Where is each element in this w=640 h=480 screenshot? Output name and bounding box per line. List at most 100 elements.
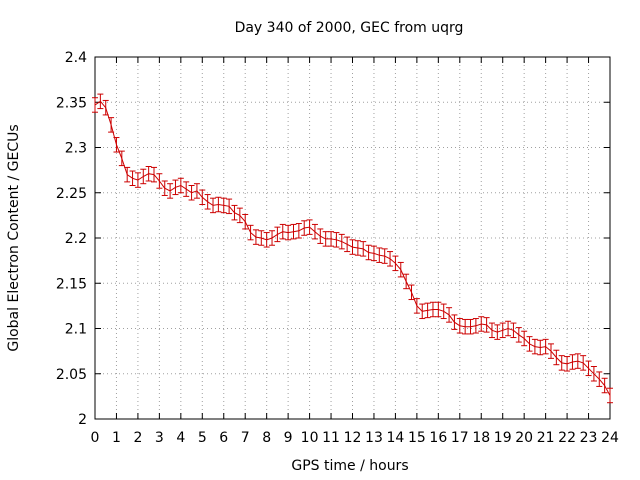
chart-title: Day 340 of 2000, GEC from uqrg [235,20,464,36]
error-bar [590,366,597,382]
error-bar [247,224,254,241]
error-bar [172,179,179,196]
error-bar [424,302,431,319]
error-bar [263,232,270,248]
y-tick-label: 2.1 [65,322,87,338]
error-bar [392,255,399,272]
error-bar [295,223,302,239]
y-tick-label: 2.2 [65,231,87,247]
grid [95,57,610,419]
error-bar [236,207,243,224]
error-bar [129,170,136,187]
y-tick-label: 2.35 [56,95,87,111]
x-tick-label: 23 [580,430,598,446]
error-bar [108,117,115,133]
error-bar [607,387,613,404]
error-bar [547,343,554,359]
error-bar [494,324,501,340]
error-bar [574,353,581,369]
error-bar [317,228,324,244]
y-tick-label: 2.4 [65,50,87,66]
x-axis-label: GPS time / hours [291,458,408,474]
error-bar [537,339,544,356]
error-bar [252,229,259,245]
error-bar [226,198,233,215]
error-bar [376,247,383,263]
error-bar [526,336,533,352]
error-bar [134,172,141,188]
error-bar [161,180,168,196]
error-bar [193,183,200,199]
error-bar [580,355,587,371]
error-bar [183,181,190,197]
x-tick-label: 2 [133,430,142,446]
error-bar [370,245,377,262]
error-bar [156,173,163,189]
error-bar [344,236,351,253]
y-tick-label: 2 [78,412,87,428]
error-bar [231,204,238,221]
error-bar [145,166,152,182]
x-tick-label: 22 [558,430,576,446]
error-bar [558,355,565,371]
error-bar [467,318,474,335]
x-tick-label: 14 [387,430,405,446]
error-bar [269,230,276,246]
error-bar [472,318,479,334]
error-bar [601,377,608,394]
error-bar [510,322,517,339]
error-bar [151,166,158,183]
x-tick-label: 15 [408,430,426,446]
error-bar [499,322,506,339]
error-bar [311,223,318,240]
error-bar [285,224,292,241]
error-bar [242,213,249,230]
error-bar [338,233,345,250]
error-bar [167,183,174,199]
error-bar [220,197,227,214]
error-bar [188,185,195,201]
x-tick-label: 13 [365,430,383,446]
error-bar [381,248,388,264]
error-bar [435,301,442,318]
y-axis-label: Global Electron Content / GECUs [6,124,22,351]
error-bar [408,284,415,301]
y-tick-label: 2.15 [56,276,87,292]
error-bar [478,316,485,332]
error-bar [440,303,447,320]
data-series [92,93,613,404]
error-bar [419,303,426,320]
error-bar [387,251,394,267]
x-tick-label: 8 [262,430,271,446]
x-tick-label: 6 [219,430,228,446]
error-bar [140,168,147,185]
x-tick-label: 12 [344,430,362,446]
error-bar [360,241,367,257]
error-bar [124,166,131,183]
error-bar [488,322,495,339]
x-tick-label: 20 [515,430,533,446]
error-bar [204,194,211,210]
x-tick-label: 9 [284,430,293,446]
x-tick-label: 5 [198,430,207,446]
y-tick-label: 2.3 [65,141,87,157]
x-tick-label: 3 [155,430,164,446]
error-bar [333,232,340,248]
error-bar [290,223,297,240]
error-bar [274,226,281,243]
x-tick-label: 24 [601,430,619,446]
error-bar [397,261,404,278]
error-bar [429,301,436,318]
error-bar [113,137,120,153]
error-bar [210,197,217,214]
error-bar [97,93,104,110]
error-bar [564,356,571,372]
error-bar [92,97,98,113]
error-bar [531,338,538,355]
x-tick-label: 1 [112,430,121,446]
x-tick-label: 10 [301,430,319,446]
error-bar [102,99,109,116]
error-bar [118,150,125,167]
error-bar [301,220,308,236]
